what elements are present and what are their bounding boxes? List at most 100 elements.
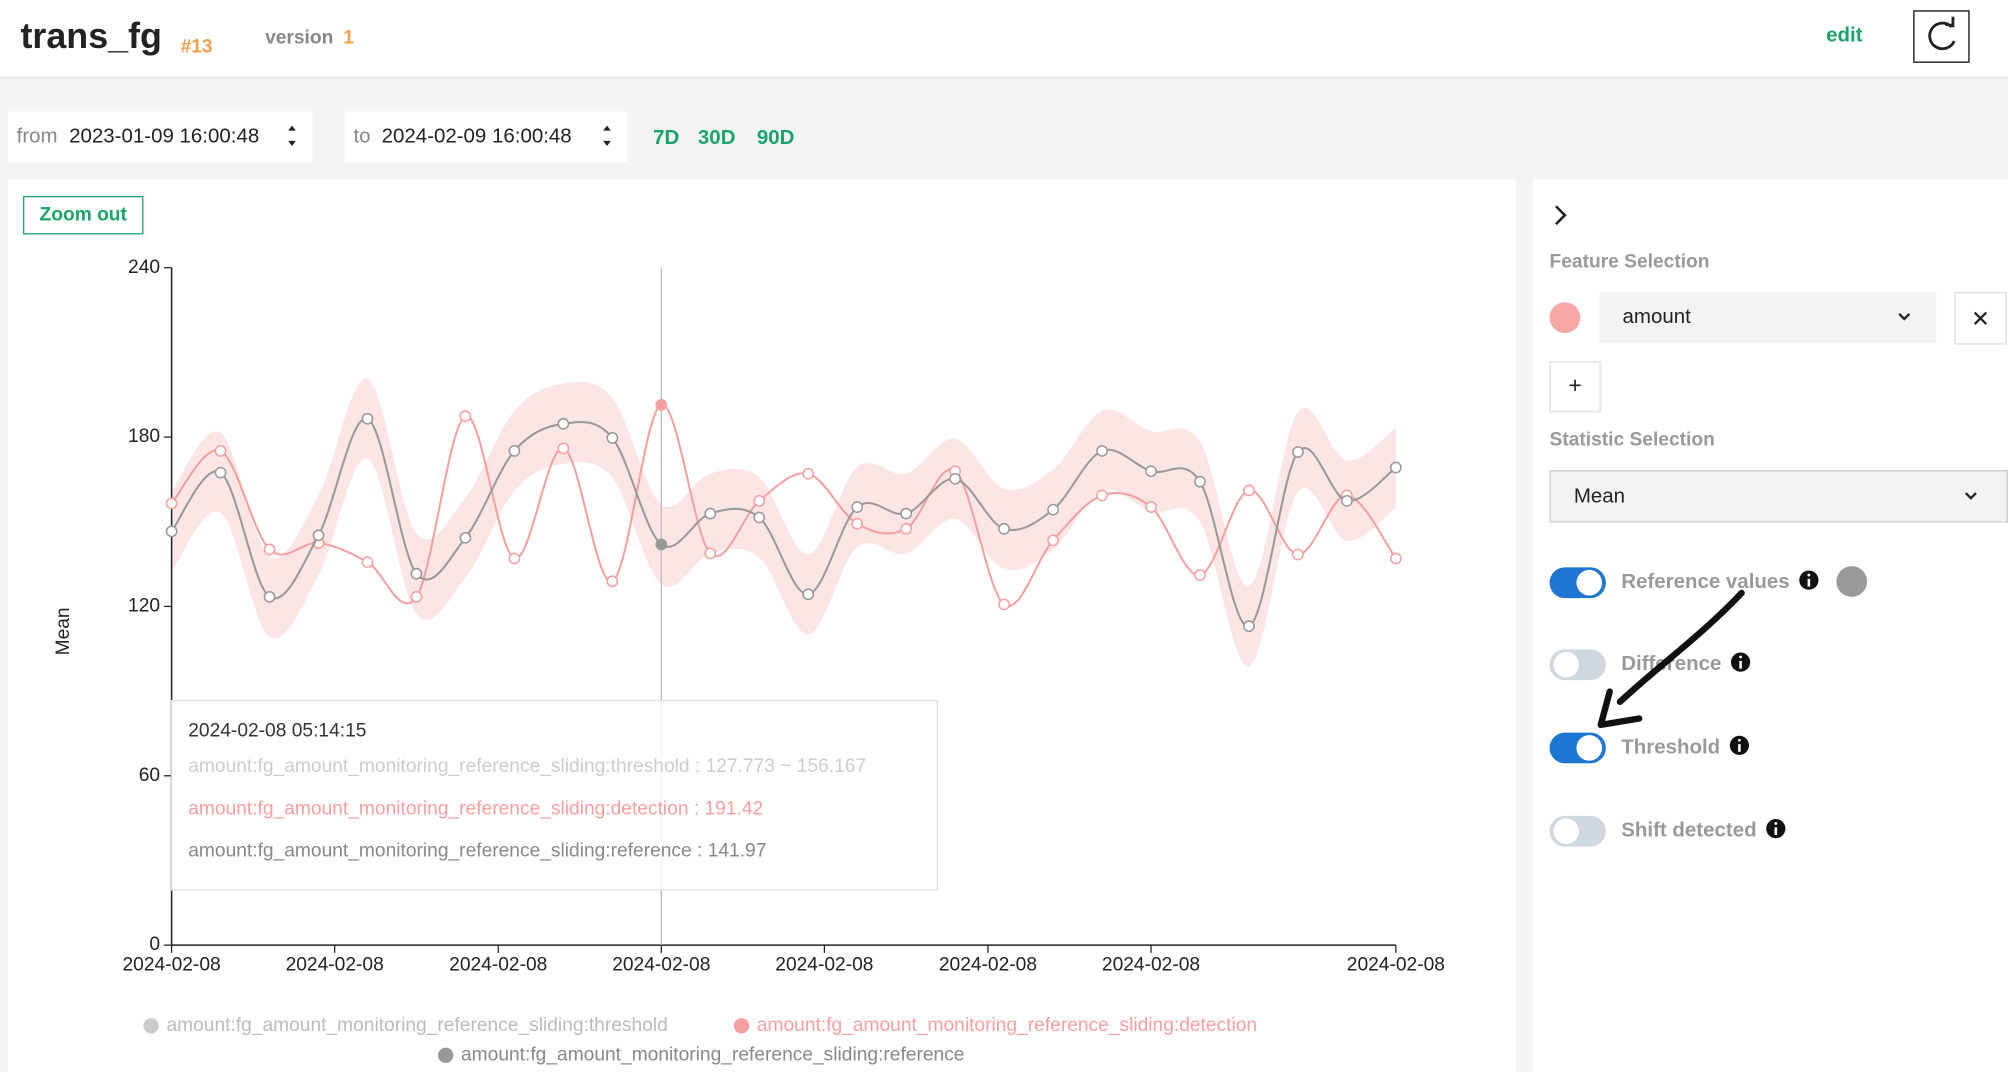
statistic-heading: Statistic Selection (1550, 430, 1715, 451)
feature-color[interactable] (1549, 302, 1581, 334)
y-tick-label: 60 (139, 765, 160, 786)
dropdown-caret (1898, 312, 1911, 321)
data-point (214, 445, 227, 457)
toggle[interactable]: Shift detected (1549, 815, 1786, 847)
refresh-button[interactable] (1913, 10, 1970, 63)
preset-7d[interactable]: 7D (653, 126, 679, 149)
from-picker[interactable]: from 2023-01-09 16:00:48 (7, 111, 313, 163)
refresh-box (1913, 10, 1970, 63)
data-point (263, 543, 276, 556)
data-point (753, 494, 766, 507)
data-point (802, 467, 815, 480)
data-point (1194, 569, 1206, 581)
legend-label[interactable]: amount:fg_amount_monitoring_reference_sl… (757, 1015, 1257, 1036)
data-point (606, 575, 619, 588)
data-point (361, 412, 374, 425)
legend-label[interactable]: amount:fg_amount_monitoring_reference_sl… (166, 1015, 667, 1036)
toggle[interactable]: Threshold (1549, 732, 1750, 764)
data-point (1047, 503, 1059, 516)
zoom-out-button[interactable]: Zoom out (23, 195, 144, 235)
legend-swatch (143, 1018, 159, 1034)
data-point (312, 529, 325, 542)
dropdown-caret (1964, 492, 1977, 500)
add-feature-button[interactable]: + (1549, 361, 1601, 413)
data-point (704, 547, 717, 560)
to-label: to (353, 124, 370, 147)
feature-dropdown[interactable]: amount (1599, 292, 1937, 344)
preset-90d[interactable]: 90D (757, 126, 795, 149)
reference-color[interactable] (1836, 566, 1868, 597)
data-point (655, 538, 668, 551)
remove-icon (1973, 311, 1988, 325)
toggle[interactable]: Difference (1549, 649, 1751, 681)
data-point (165, 497, 178, 510)
info-icon-dot (1807, 573, 1811, 577)
data-point (410, 567, 423, 580)
x-tick-label: 2024-02-08 (1347, 955, 1445, 976)
tooltip-box (170, 699, 939, 891)
version-label: version (265, 28, 333, 49)
data-point (1292, 548, 1304, 561)
toggle-label: Reference values (1621, 570, 1789, 593)
data-point (1096, 489, 1108, 502)
data-point (655, 398, 668, 411)
x-tick-label: 2024-02-08 (1102, 955, 1200, 976)
zoom-out-label: Zoom out (40, 204, 128, 225)
from-label: from (17, 124, 58, 147)
toggle-knob (1553, 651, 1579, 678)
data-point (704, 507, 717, 520)
x-tick-label: 2024-02-08 (612, 955, 710, 976)
legend-label[interactable]: amount:fg_amount_monitoring_reference_sl… (461, 1044, 964, 1065)
data-point (851, 517, 864, 530)
x-tick-label: 2024-02-08 (286, 955, 384, 976)
data-point (508, 552, 521, 565)
data-point (1243, 484, 1255, 497)
remove-feature-button[interactable] (1954, 292, 2007, 345)
header-bar (0, 0, 2008, 77)
data-point (998, 598, 1010, 611)
data-point (851, 501, 864, 513)
preset-30d[interactable]: 30D (698, 126, 736, 149)
spinner-icon (603, 125, 611, 147)
feature-value: amount (1623, 305, 1692, 328)
data-point (214, 466, 227, 479)
data-point (459, 410, 472, 423)
data-point (753, 511, 766, 524)
threshold-band (171, 378, 1396, 667)
data-point (998, 522, 1010, 535)
plot: 0 60 120 180 240 2024-02-08 2024-02-08 2024-02-… (123, 257, 1445, 1066)
toggle-label: Difference (1621, 652, 1721, 675)
edit-link[interactable]: edit (1826, 23, 1863, 46)
info-icon-bar (1807, 578, 1811, 587)
data-point (165, 525, 178, 538)
to-picker[interactable]: to 2024-02-09 16:00:48 (344, 111, 628, 163)
data-point (1194, 475, 1206, 488)
x-tick-label: 2024-02-08 (939, 955, 1037, 976)
to-box (344, 111, 628, 163)
statistic-box (1549, 470, 2008, 523)
data-point (459, 531, 472, 544)
from-value: 2023-01-09 16:00:48 (69, 124, 259, 147)
page-id: #13 (181, 37, 213, 58)
x-tick-label: 2024-02-08 (123, 955, 221, 976)
data-point (1096, 445, 1108, 457)
toggle-list: Reference values Difference Threshold Shift… (1549, 567, 1819, 847)
toggle-knob (1576, 735, 1603, 761)
data-point (1047, 534, 1059, 547)
info-icon-bar (1738, 744, 1741, 752)
feature-heading: Feature Selection (1550, 252, 1710, 273)
collapse-chevron[interactable] (1555, 205, 1567, 226)
data-point (1243, 620, 1255, 633)
add-box (1549, 361, 1601, 413)
toggle-label: Shift detected (1621, 819, 1756, 842)
annotation-arrow-head (1597, 688, 1643, 729)
y-tick-label: 120 (128, 596, 160, 617)
toggle[interactable]: Reference values (1549, 567, 1819, 599)
statistic-dropdown[interactable]: Mean (1549, 470, 2008, 523)
legend-swatch (437, 1047, 454, 1063)
data-point (410, 590, 423, 603)
data-point (557, 442, 570, 455)
x-tick-label: 2024-02-08 (449, 955, 547, 976)
